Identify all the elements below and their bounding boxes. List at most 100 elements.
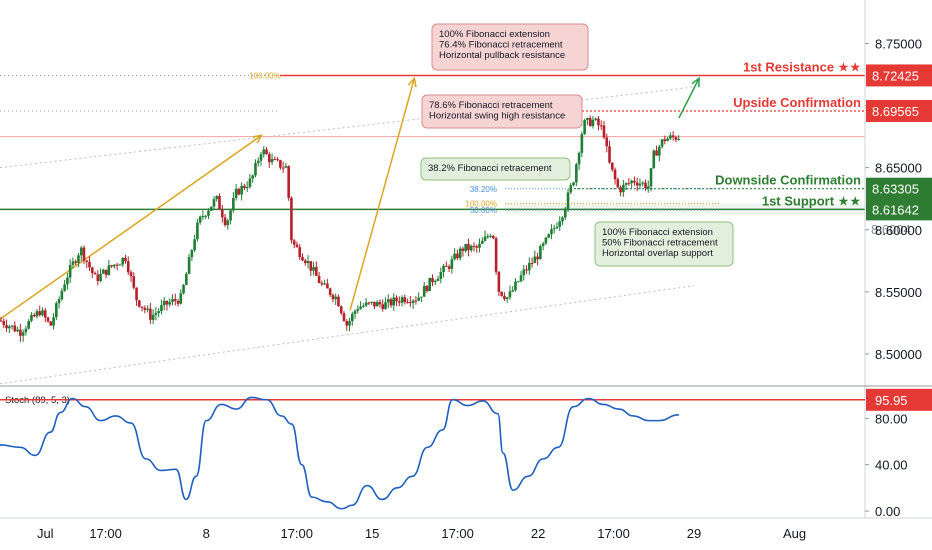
candle-body[interactable]: [146, 308, 149, 310]
candle-body[interactable]: [193, 239, 196, 251]
candle-body[interactable]: [619, 187, 622, 193]
candle-body[interactable]: [176, 301, 180, 304]
candle-body[interactable]: [74, 261, 77, 263]
candle-body[interactable]: [353, 310, 357, 314]
osc-level-tag[interactable]: [866, 388, 932, 411]
candle-body[interactable]: [378, 302, 382, 305]
candle-body[interactable]: [96, 274, 100, 282]
candle-body[interactable]: [425, 286, 429, 292]
candle-body[interactable]: [456, 253, 459, 259]
candle-body[interactable]: [442, 265, 445, 272]
candle-body[interactable]: [259, 154, 263, 161]
candle-body[interactable]: [605, 137, 609, 147]
candle-body[interactable]: [508, 291, 512, 298]
candle-body[interactable]: [90, 267, 94, 274]
candle-body[interactable]: [436, 278, 440, 281]
candle-body[interactable]: [583, 120, 586, 135]
candle-body[interactable]: [281, 167, 285, 169]
candle-body[interactable]: [348, 321, 351, 326]
time-tick-label[interactable]: 22: [531, 526, 545, 541]
candle-body[interactable]: [306, 261, 310, 264]
level-price-tag[interactable]: [866, 177, 932, 200]
candle-body[interactable]: [326, 283, 329, 289]
osc-tick-label[interactable]: 40.00: [875, 458, 908, 473]
candle-body[interactable]: [154, 312, 158, 315]
candle-body[interactable]: [35, 311, 39, 317]
candle-body[interactable]: [641, 182, 645, 184]
candle-body[interactable]: [196, 222, 199, 240]
candle-body[interactable]: [580, 134, 584, 153]
candle-body[interactable]: [652, 150, 656, 169]
osc-tick-label[interactable]: 80.00: [875, 411, 908, 426]
candle-body[interactable]: [577, 152, 581, 165]
candle-body[interactable]: [226, 220, 230, 226]
candle-body[interactable]: [475, 246, 479, 248]
candle-body[interactable]: [121, 257, 125, 265]
candle-body[interactable]: [138, 300, 141, 307]
candle-body[interactable]: [677, 139, 680, 141]
candle-body[interactable]: [298, 247, 302, 258]
candle-body[interactable]: [55, 303, 58, 318]
price-tick-label[interactable]: 8.60000: [875, 223, 922, 238]
candle-body[interactable]: [519, 275, 523, 282]
candle-body[interactable]: [209, 206, 213, 211]
candle-body[interactable]: [350, 313, 354, 322]
candle-body[interactable]: [389, 299, 393, 306]
candle-body[interactable]: [276, 159, 279, 161]
candle-body[interactable]: [364, 302, 368, 306]
candle-body[interactable]: [16, 329, 19, 332]
candle-body[interactable]: [666, 138, 669, 142]
candle-body[interactable]: [99, 273, 102, 282]
candle-body[interactable]: [362, 305, 365, 307]
candle-body[interactable]: [339, 306, 343, 314]
candle-body[interactable]: [658, 146, 661, 156]
candle-body[interactable]: [624, 183, 628, 185]
candle-body[interactable]: [572, 182, 575, 186]
candle-body[interactable]: [417, 297, 420, 301]
candle-body[interactable]: [588, 118, 592, 126]
candle-body[interactable]: [223, 217, 227, 226]
candle-body[interactable]: [254, 163, 257, 176]
candle-body[interactable]: [586, 118, 589, 121]
price-tick-label[interactable]: 8.55000: [875, 285, 922, 300]
candle-body[interactable]: [143, 307, 147, 310]
candle-body[interactable]: [279, 160, 282, 168]
candle-body[interactable]: [315, 267, 318, 276]
candle-body[interactable]: [342, 313, 346, 322]
candle-body[interactable]: [110, 265, 113, 267]
candle-body[interactable]: [528, 262, 531, 271]
candle-body[interactable]: [85, 260, 89, 262]
candle-body[interactable]: [160, 305, 163, 312]
candle-body[interactable]: [38, 311, 42, 316]
candle-body[interactable]: [392, 297, 396, 306]
candle-body[interactable]: [345, 321, 349, 326]
candle-body[interactable]: [240, 185, 243, 195]
candle-body[interactable]: [43, 310, 47, 318]
candle-body[interactable]: [328, 288, 332, 296]
candle-body[interactable]: [173, 299, 177, 302]
candle-body[interactable]: [2, 321, 6, 326]
candle-body[interactable]: [135, 287, 138, 301]
candle-body[interactable]: [309, 261, 313, 271]
candle-body[interactable]: [627, 183, 631, 185]
candle-body[interactable]: [88, 261, 91, 268]
candle-body[interactable]: [107, 265, 111, 275]
candle-body[interactable]: [555, 226, 559, 229]
candle-body[interactable]: [41, 310, 44, 316]
candle-body[interactable]: [129, 272, 133, 277]
candle-body[interactable]: [669, 135, 672, 139]
time-tick-label[interactable]: Aug: [783, 526, 806, 541]
candle-body[interactable]: [649, 168, 653, 187]
candle-body[interactable]: [453, 253, 456, 260]
candle-body[interactable]: [32, 314, 36, 317]
candle-body[interactable]: [113, 264, 116, 267]
time-tick-label[interactable]: 29: [687, 526, 701, 541]
candle-body[interactable]: [198, 216, 202, 223]
candle-body[interactable]: [403, 297, 407, 303]
candle-body[interactable]: [409, 302, 412, 304]
level-price-tag[interactable]: [866, 198, 932, 221]
candle-body[interactable]: [497, 271, 501, 292]
candle-body[interactable]: [610, 162, 614, 170]
candle-body[interactable]: [536, 256, 539, 260]
candle-body[interactable]: [420, 296, 423, 298]
